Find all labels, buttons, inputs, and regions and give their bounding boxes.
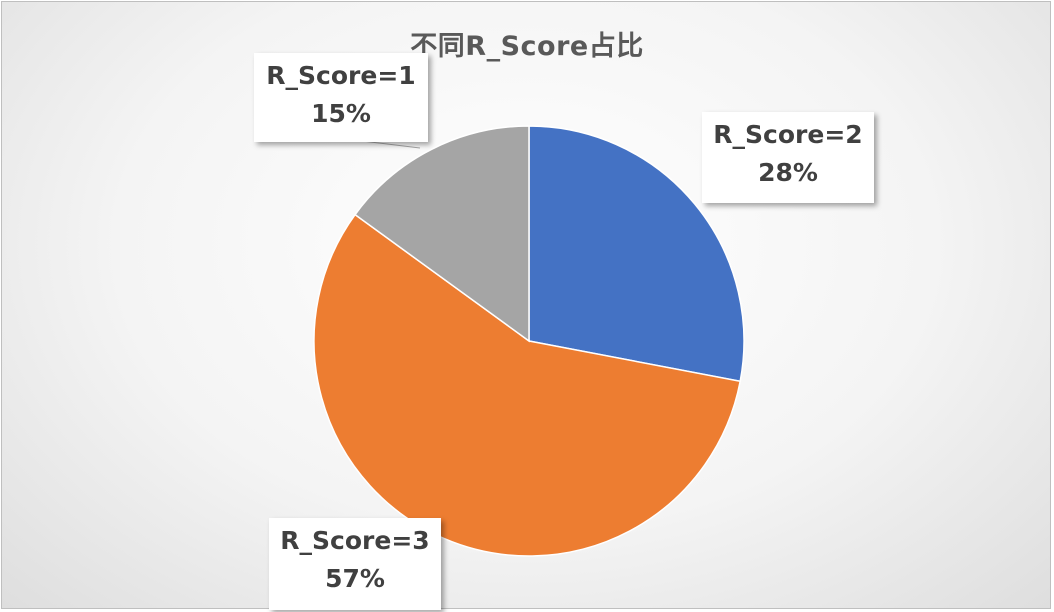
leader-line-r-score-1 [361,140,421,149]
pie-slice-r-score-1 [354,125,530,343]
data-label-r-score-3: R_Score=3 57% [269,518,441,610]
data-label-r-score-3-category: R_Score=3 [280,526,430,555]
data-label-r-score-2-category: R_Score=2 [713,120,863,149]
data-label-r-score-2: R_Score=2 28% [702,112,874,203]
data-label-r-score-1-category: R_Score=1 [266,61,416,90]
pie-slice-r-score-3 [313,213,742,557]
data-label-r-score-1-percent: 15% [311,99,371,128]
pie-slice-r-score-2 [528,125,745,383]
data-label-r-score-1: R_Score=1 15% [254,53,428,142]
chart-title: 不同R_Score占比 [410,31,644,62]
data-label-r-score-2-percent: 28% [758,158,818,187]
data-label-r-score-3-percent: 57% [325,564,385,593]
